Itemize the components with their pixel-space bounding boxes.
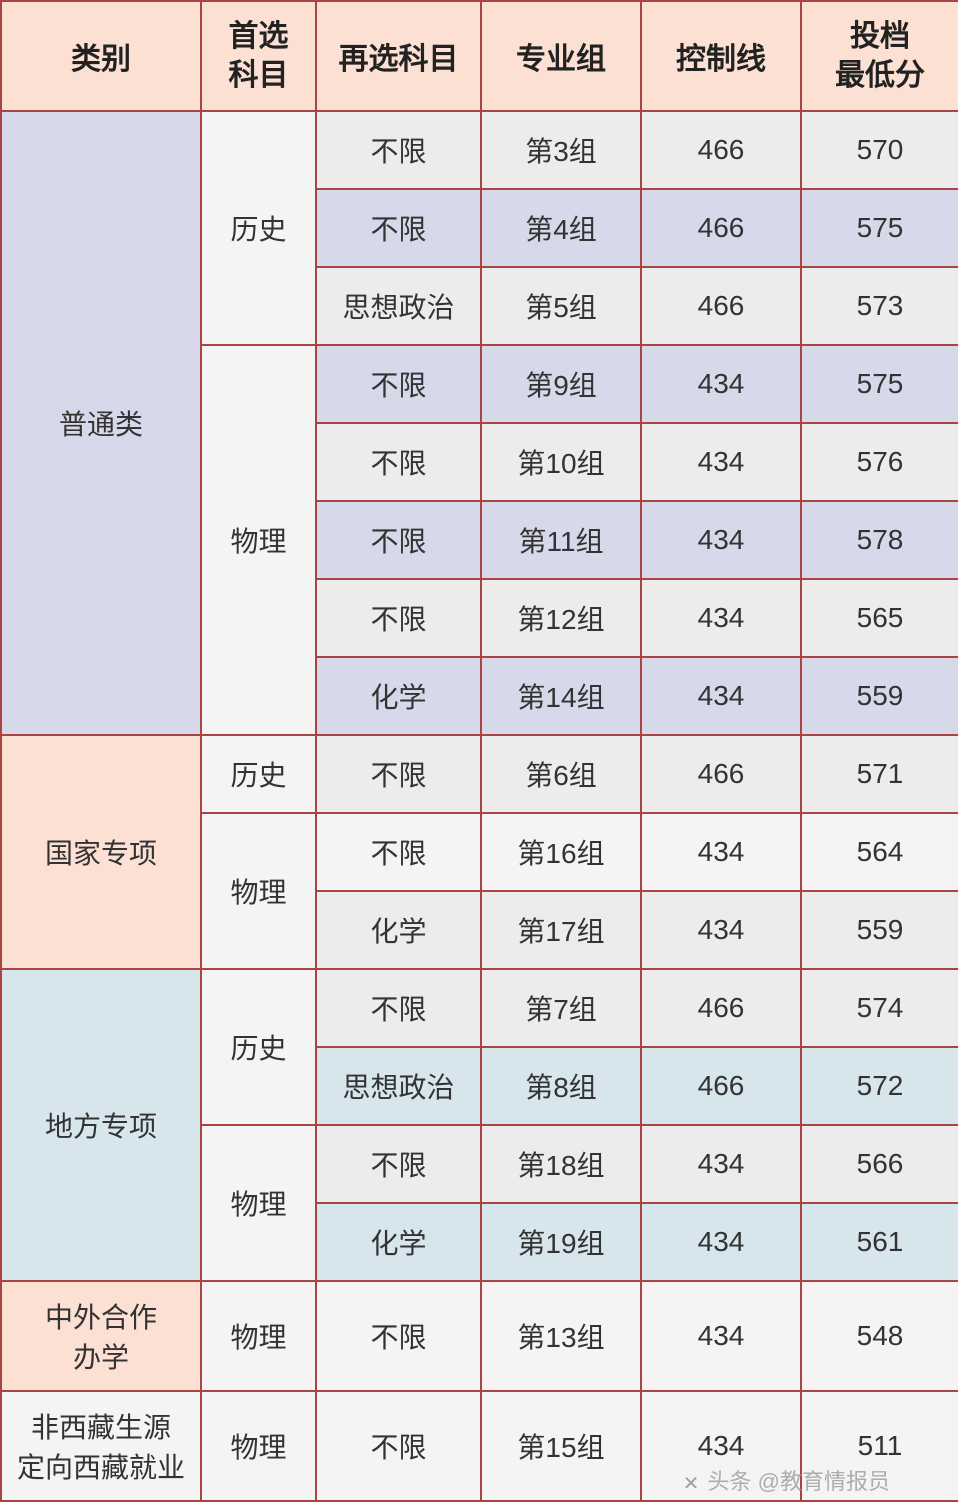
- header-control-line: 控制线: [641, 1, 801, 111]
- cell-secondary-subject: 不限: [316, 1391, 481, 1501]
- cell-min-score: 561: [801, 1203, 958, 1281]
- cell-major-group: 第17组: [481, 891, 641, 969]
- cell-control-line: 434: [641, 657, 801, 735]
- header-min-score: 投档最低分: [801, 1, 958, 111]
- cell-major-group: 第14组: [481, 657, 641, 735]
- cell-major-group: 第5组: [481, 267, 641, 345]
- cell-min-score: 572: [801, 1047, 958, 1125]
- cell-control-line: 466: [641, 267, 801, 345]
- cell-major-group: 第18组: [481, 1125, 641, 1203]
- cell-primary-subject: 物理: [201, 1281, 316, 1391]
- cell-min-score: 576: [801, 423, 958, 501]
- cell-min-score: 559: [801, 891, 958, 969]
- cell-secondary-subject: 不限: [316, 1281, 481, 1391]
- table-row: 中外合作办学物理不限第13组434548: [1, 1281, 958, 1391]
- cell-secondary-subject: 不限: [316, 111, 481, 189]
- header-secondary-subject: 再选科目: [316, 1, 481, 111]
- table-row: 普通类历史不限第3组466570: [1, 111, 958, 189]
- cell-secondary-subject: 化学: [316, 891, 481, 969]
- cell-major-group: 第11组: [481, 501, 641, 579]
- cell-major-group: 第9组: [481, 345, 641, 423]
- cell-min-score: 575: [801, 189, 958, 267]
- cell-secondary-subject: 思想政治: [316, 267, 481, 345]
- cell-secondary-subject: 不限: [316, 189, 481, 267]
- cell-min-score: 575: [801, 345, 958, 423]
- header-primary-subject: 首选科目: [201, 1, 316, 111]
- cell-control-line: 466: [641, 735, 801, 813]
- cell-primary-subject: 物理: [201, 1391, 316, 1501]
- cell-control-line: 434: [641, 579, 801, 657]
- cell-primary-subject: 物理: [201, 1125, 316, 1281]
- cell-primary-subject: 历史: [201, 969, 316, 1125]
- cell-min-score: 574: [801, 969, 958, 1047]
- cell-secondary-subject: 化学: [316, 1203, 481, 1281]
- cell-major-group: 第13组: [481, 1281, 641, 1391]
- cell-primary-subject: 物理: [201, 345, 316, 735]
- cell-major-group: 第16组: [481, 813, 641, 891]
- cell-control-line: 466: [641, 1047, 801, 1125]
- cell-secondary-subject: 不限: [316, 969, 481, 1047]
- cell-min-score: 559: [801, 657, 958, 735]
- table-row: 国家专项历史不限第6组466571: [1, 735, 958, 813]
- cell-major-group: 第12组: [481, 579, 641, 657]
- cell-control-line: 434: [641, 813, 801, 891]
- cell-major-group: 第7组: [481, 969, 641, 1047]
- cell-min-score: 566: [801, 1125, 958, 1203]
- cell-control-line: 466: [641, 189, 801, 267]
- watermark: ✕ 头条 @教育情报员: [683, 1464, 890, 1496]
- cell-major-group: 第6组: [481, 735, 641, 813]
- cell-category: 中外合作办学: [1, 1281, 201, 1391]
- cell-control-line: 434: [641, 1125, 801, 1203]
- cell-primary-subject: 历史: [201, 735, 316, 813]
- cell-major-group: 第3组: [481, 111, 641, 189]
- cell-secondary-subject: 不限: [316, 501, 481, 579]
- cell-control-line: 466: [641, 111, 801, 189]
- cell-min-score: 564: [801, 813, 958, 891]
- cell-control-line: 434: [641, 423, 801, 501]
- cell-control-line: 434: [641, 1203, 801, 1281]
- cell-secondary-subject: 不限: [316, 735, 481, 813]
- cell-category: 非西藏生源定向西藏就业: [1, 1391, 201, 1501]
- cell-major-group: 第19组: [481, 1203, 641, 1281]
- cell-control-line: 434: [641, 345, 801, 423]
- watermark-icon: ✕: [683, 1471, 700, 1496]
- cell-major-group: 第10组: [481, 423, 641, 501]
- cell-primary-subject: 物理: [201, 813, 316, 969]
- cell-secondary-subject: 不限: [316, 813, 481, 891]
- cell-control-line: 466: [641, 969, 801, 1047]
- header-major-group: 专业组: [481, 1, 641, 111]
- cell-major-group: 第8组: [481, 1047, 641, 1125]
- cell-control-line: 434: [641, 891, 801, 969]
- cell-category: 地方专项: [1, 969, 201, 1281]
- cell-min-score: 548: [801, 1281, 958, 1391]
- cell-min-score: 570: [801, 111, 958, 189]
- cell-min-score: 573: [801, 267, 958, 345]
- header-category: 类别: [1, 1, 201, 111]
- cell-secondary-subject: 不限: [316, 345, 481, 423]
- cell-major-group: 第4组: [481, 189, 641, 267]
- cell-primary-subject: 历史: [201, 111, 316, 345]
- cell-min-score: 565: [801, 579, 958, 657]
- table-body: 普通类历史不限第3组466570不限第4组466575思想政治第5组466573…: [1, 111, 958, 1501]
- cell-secondary-subject: 不限: [316, 423, 481, 501]
- cell-control-line: 434: [641, 501, 801, 579]
- cell-secondary-subject: 不限: [316, 579, 481, 657]
- cell-secondary-subject: 不限: [316, 1125, 481, 1203]
- cell-secondary-subject: 思想政治: [316, 1047, 481, 1125]
- cell-min-score: 578: [801, 501, 958, 579]
- cell-secondary-subject: 化学: [316, 657, 481, 735]
- cell-major-group: 第15组: [481, 1391, 641, 1501]
- cell-category: 国家专项: [1, 735, 201, 969]
- cell-category: 普通类: [1, 111, 201, 735]
- watermark-text: 头条 @教育情报员: [708, 1469, 890, 1494]
- admission-scores-table: 类别 首选科目 再选科目 专业组 控制线 投档最低分 普通类历史不限第3组466…: [0, 0, 958, 1502]
- table-header: 类别 首选科目 再选科目 专业组 控制线 投档最低分: [1, 1, 958, 111]
- cell-min-score: 571: [801, 735, 958, 813]
- cell-control-line: 434: [641, 1281, 801, 1391]
- table-row: 地方专项历史不限第7组466574: [1, 969, 958, 1047]
